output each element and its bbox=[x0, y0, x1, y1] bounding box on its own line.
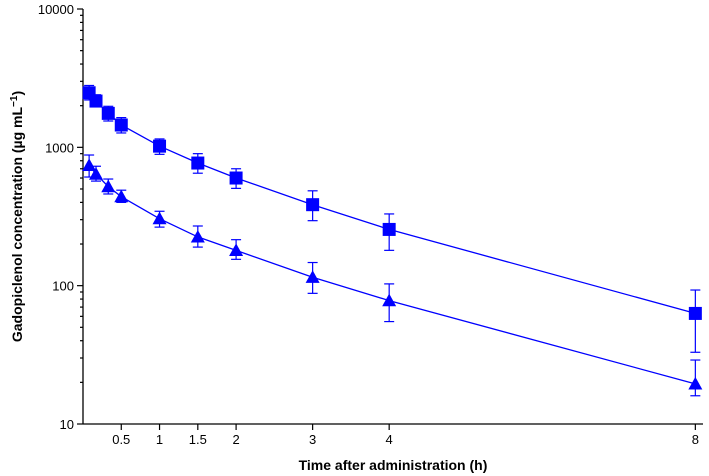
data-point-triangle bbox=[382, 293, 397, 307]
y-axis-title: Gadopiclenol concentration (µg mL−1) bbox=[9, 91, 26, 342]
series-triangle-line bbox=[88, 164, 696, 385]
series-layer bbox=[82, 84, 703, 397]
data-point-square bbox=[114, 118, 128, 132]
axes bbox=[82, 9, 703, 425]
x-tick-label: 8 bbox=[692, 432, 699, 447]
data-point-triangle bbox=[101, 179, 116, 193]
y-tick-label: 10 bbox=[60, 417, 74, 432]
data-point-square bbox=[89, 94, 103, 108]
x-tick-label: 1.5 bbox=[189, 432, 207, 447]
x-tick-label: 2 bbox=[232, 432, 239, 447]
data-point-triangle bbox=[82, 158, 97, 172]
x-tick-label: 1 bbox=[156, 432, 163, 447]
data-point-square bbox=[688, 306, 702, 320]
data-point-triangle bbox=[114, 189, 129, 203]
data-point-triangle bbox=[190, 229, 205, 243]
data-point-square bbox=[229, 171, 243, 185]
data-point-triangle bbox=[229, 243, 244, 256]
y-axis-title-main: Gadopiclenol concentration (µg mL bbox=[9, 107, 25, 343]
data-point-square bbox=[101, 106, 115, 120]
y-tick-label: 1000 bbox=[45, 140, 74, 155]
data-point-triangle bbox=[89, 167, 104, 180]
x-axis-title: Time after administration (h) bbox=[299, 457, 488, 473]
x-tick-label: 3 bbox=[309, 432, 316, 447]
y-axis-title-sup: −1 bbox=[9, 95, 20, 107]
series-square bbox=[82, 84, 702, 353]
series-triangle bbox=[82, 154, 703, 397]
x-tick-label: 0.5 bbox=[112, 432, 130, 447]
series-square-line bbox=[88, 92, 696, 315]
data-point-triangle bbox=[688, 376, 703, 390]
data-point-square bbox=[153, 139, 167, 153]
y-ticks: 10 100 1000 10000 bbox=[38, 2, 83, 432]
data-point-square bbox=[191, 156, 205, 170]
x-ticks: 0.5 1 1.5 2 3 4 8 bbox=[112, 424, 699, 447]
data-point-triangle bbox=[305, 270, 320, 283]
x-tick-label: 4 bbox=[386, 432, 393, 447]
y-axis-title-close: ) bbox=[9, 91, 25, 96]
y-tick-label: 10000 bbox=[38, 2, 74, 17]
data-point-square bbox=[306, 198, 320, 212]
data-point-triangle bbox=[152, 211, 167, 225]
data-point-square bbox=[382, 222, 396, 236]
y-tick-label: 100 bbox=[52, 279, 74, 294]
